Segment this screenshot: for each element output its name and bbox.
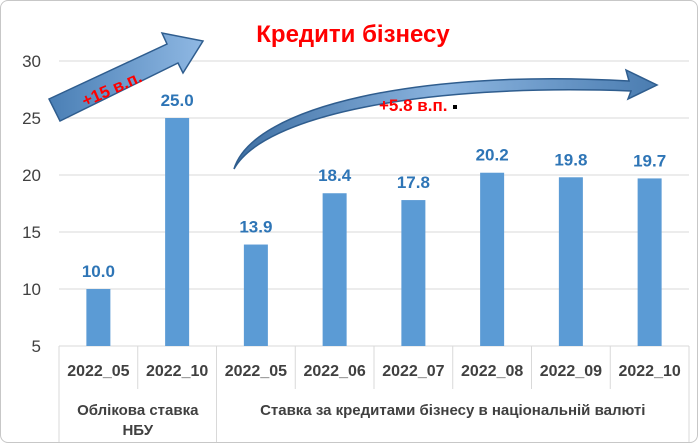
category-label: 2022_10 xyxy=(618,363,680,380)
group-label-line: Облікова ставка xyxy=(77,402,199,419)
bar xyxy=(243,244,268,346)
bar xyxy=(322,193,347,346)
bar-value-label: 19.7 xyxy=(633,151,666,170)
bar xyxy=(165,118,190,346)
bar-value-label: 10.0 xyxy=(82,262,115,281)
bar xyxy=(637,178,662,346)
bar-value-label: 18.4 xyxy=(318,166,352,185)
y-tick-label: 20 xyxy=(22,166,41,185)
bar-value-label: 13.9 xyxy=(239,218,272,237)
category-label: 2022_08 xyxy=(461,363,523,380)
category-label: 2022_05 xyxy=(67,363,129,380)
y-tick-label: 5 xyxy=(32,337,41,356)
annotation-dot xyxy=(453,105,457,109)
bar xyxy=(86,289,111,346)
category-label: 2022_05 xyxy=(225,363,287,380)
annotation-business-increase: +5.8 в.п. xyxy=(379,96,447,115)
category-label: 2022_07 xyxy=(382,363,444,380)
y-tick-label: 30 xyxy=(22,52,41,71)
bar-value-label: 17.8 xyxy=(397,173,430,192)
y-tick-label: 10 xyxy=(22,280,41,299)
increase-arrow-nbu xyxy=(47,31,205,123)
bar-value-label: 20.2 xyxy=(476,146,509,165)
y-tick-label: 15 xyxy=(22,223,41,242)
category-label: 2022_09 xyxy=(540,363,602,380)
y-tick-label: 25 xyxy=(22,109,41,128)
bar xyxy=(480,172,505,346)
bar xyxy=(401,200,426,346)
group-label-line: НБУ xyxy=(122,422,153,439)
increase-arrow-business xyxy=(233,68,659,170)
category-label: 2022_06 xyxy=(303,363,365,380)
bar-value-label: 25.0 xyxy=(161,91,194,110)
chart-title: Кредити бізнесу xyxy=(256,21,450,48)
group-label: Ставка за кредитами бізнесу в національн… xyxy=(260,402,645,419)
category-label: 2022_10 xyxy=(146,363,208,380)
bar xyxy=(558,177,583,346)
bar-value-label: 19.8 xyxy=(554,150,587,169)
